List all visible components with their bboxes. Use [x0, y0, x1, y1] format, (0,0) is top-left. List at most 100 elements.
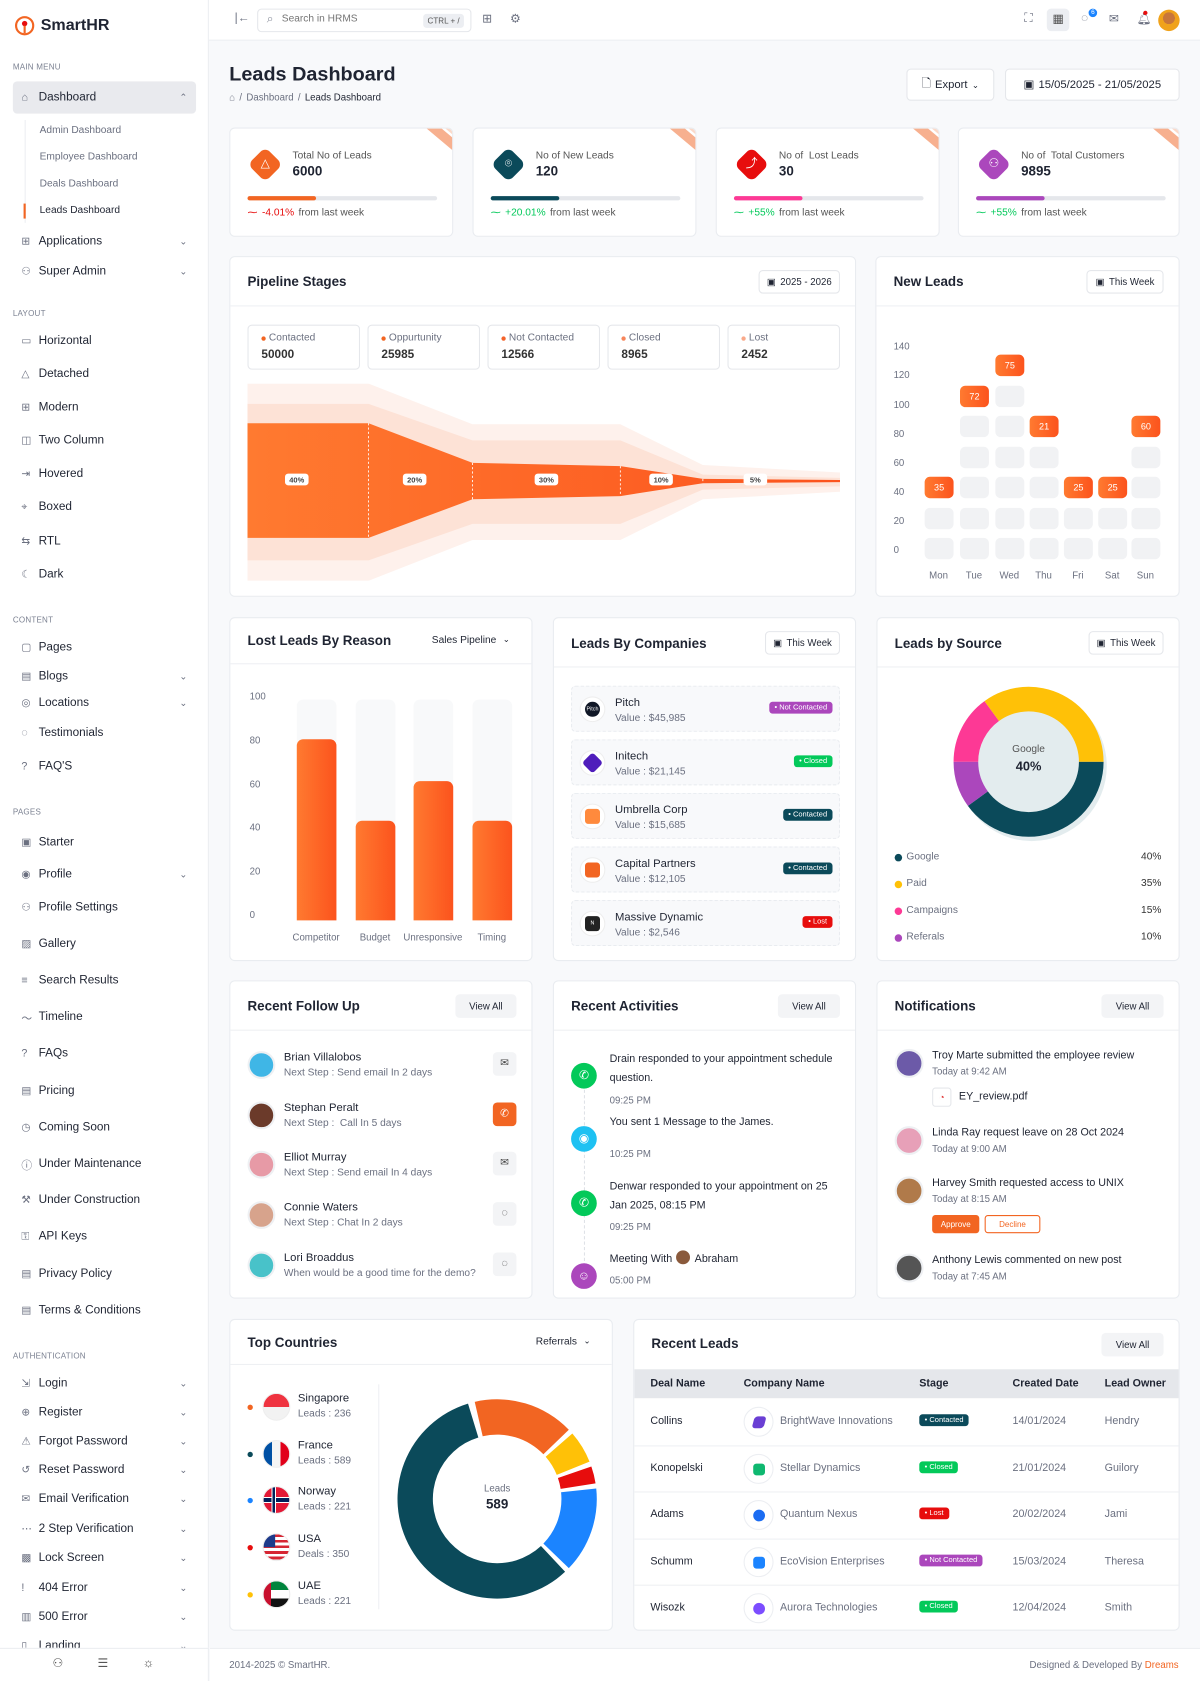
- search-box[interactable]: ⌕ CTRL + /: [257, 8, 472, 33]
- mail-icon[interactable]: ✉: [1108, 12, 1119, 26]
- sidebar-item-search-results[interactable]: ≡ Search Results: [13, 966, 196, 994]
- bell-icon[interactable]: 🔔︎: [1136, 12, 1152, 26]
- company-item[interactable]: Pitch Pitch Value : $45,985 • Not Contacted: [571, 685, 841, 732]
- sidebar-item-dark[interactable]: ☾ Dark: [13, 560, 196, 588]
- attachment-link[interactable]: EY_review.pdf: [958, 1090, 1028, 1103]
- chat-action-button[interactable]: ◌: [492, 1202, 517, 1226]
- chevron-down-icon[interactable]: ⌄: [179, 1523, 188, 1534]
- chevron-down-icon[interactable]: ⌄: [179, 1610, 188, 1622]
- layout-toggle-icon[interactable]: ▦: [1046, 8, 1070, 32]
- sidebar-item-email-verification[interactable]: ✉ Email Verification ⌄: [13, 1485, 196, 1513]
- home-icon[interactable]: ⌂: [229, 92, 236, 103]
- mail-action-button[interactable]: ✉: [492, 1152, 517, 1176]
- sidebar-item-login[interactable]: ⇲ Login ⌄: [13, 1369, 196, 1397]
- chevron-down-icon[interactable]: ⌄: [179, 265, 188, 276]
- sidebar-item-coming-soon[interactable]: ◷ Coming Soon: [13, 1113, 196, 1141]
- chevron-down-icon[interactable]: ⌄: [179, 1551, 188, 1563]
- sidebar-item-privacy-policy[interactable]: ▤ Privacy Policy: [13, 1260, 196, 1288]
- company-item[interactable]: Umbrella Corp Value : $15,685 • Contacted: [571, 792, 841, 839]
- referrals-dropdown[interactable]: Referrals ⌄: [536, 1336, 591, 1348]
- chevron-down-icon[interactable]: ⌄: [179, 1435, 188, 1446]
- report-icon[interactable]: ☰: [97, 1657, 109, 1671]
- view-all-button[interactable]: View All: [1101, 1332, 1164, 1357]
- sidebar-item-blogs[interactable]: ▤ Blogs ⌄: [13, 662, 196, 690]
- deal-name[interactable]: Schumm: [650, 1555, 693, 1567]
- logo[interactable]: SmartHR: [13, 13, 109, 37]
- phone-action-button[interactable]: ✆: [492, 1102, 517, 1126]
- deal-name[interactable]: Konopelski: [650, 1461, 703, 1474]
- sidebar-item-under-construction[interactable]: ⚒ Under Construction: [13, 1186, 196, 1214]
- sidebar-item-reset-password[interactable]: ↺ Reset Password ⌄: [13, 1456, 196, 1484]
- chat-action-button[interactable]: ◌: [492, 1252, 517, 1276]
- view-all-button[interactable]: View All: [1101, 994, 1164, 1018]
- sidebar-item-hovered[interactable]: ⇥ Hovered: [13, 460, 196, 488]
- sun-icon[interactable]: ☼: [142, 1655, 155, 1671]
- chevron-down-icon[interactable]: ⌄: [179, 670, 188, 681]
- decline-button[interactable]: Decline: [984, 1215, 1041, 1234]
- mail-action-button[interactable]: ✉: [492, 1052, 517, 1076]
- sidebar-item-forgot-password[interactable]: ⚠ Forgot Password ⌄: [13, 1427, 196, 1455]
- view-all-button[interactable]: View All: [777, 994, 841, 1018]
- sidebar-item-landing[interactable]: ▯ Landing ⌄: [13, 1632, 196, 1648]
- sidebar-item-horizontal[interactable]: ▭ Horizontal: [13, 327, 196, 355]
- company-item[interactable]: Initech Value : $21,145 • Closed: [571, 739, 841, 786]
- period-button[interactable]: ▣ This Week: [765, 631, 841, 655]
- sidebar-item-500-error[interactable]: ▥ 500 Error ⌄: [13, 1603, 196, 1631]
- chevron-down-icon[interactable]: ⌄: [179, 1581, 188, 1593]
- sidebar-item-starter[interactable]: ▣ Starter: [13, 828, 196, 856]
- export-button[interactable]: 🗋︎ Export ⌄: [906, 68, 995, 101]
- chevron-down-icon[interactable]: ⌄: [179, 1639, 188, 1648]
- sidebar-item-locations[interactable]: ◎ Locations ⌄: [13, 689, 196, 717]
- sidebar-item-modern[interactable]: ⊞ Modern: [13, 393, 196, 421]
- deal-name[interactable]: Adams: [650, 1508, 684, 1521]
- sidebar-item-faq-s[interactable]: ? FAQ'S: [13, 752, 196, 780]
- sidebar-subitem-admin-dashboard[interactable]: Admin Dashboard: [39, 124, 122, 137]
- company-item[interactable]: Capital Partners Value : $12,105 • Contact…: [571, 846, 841, 893]
- sidebar-item-boxed[interactable]: ⌖ Boxed: [13, 493, 196, 521]
- sidebar-item-profile[interactable]: ◉ Profile ⌄: [13, 860, 196, 888]
- chevron-down-icon[interactable]: ⌄: [179, 1464, 188, 1475]
- sidebar-item-under-maintenance[interactable]: ⓘ Under Maintenance: [13, 1150, 196, 1178]
- sidebar-item-register[interactable]: ⊕ Register ⌄: [13, 1398, 196, 1426]
- deal-name[interactable]: Collins: [650, 1415, 683, 1428]
- sidebar-item-terms-conditions[interactable]: ▤ Terms & Conditions: [13, 1296, 196, 1324]
- sidebar-item-faqs[interactable]: ? FAQs: [13, 1039, 196, 1067]
- sidebar-item-super-admin[interactable]: ⚇ Super Admin ⌄: [13, 257, 196, 285]
- sales-pipeline-dropdown[interactable]: Sales Pipeline ⌄: [432, 634, 510, 646]
- view-all-button[interactable]: View All: [455, 994, 517, 1018]
- sidebar-item-lock-screen[interactable]: ▩ Lock Screen ⌄: [13, 1544, 196, 1572]
- chevron-down-icon[interactable]: ⌄: [179, 1406, 188, 1417]
- apps-grid-icon[interactable]: ⊞: [482, 12, 493, 26]
- chevron-down-icon[interactable]: ⌄: [179, 696, 188, 708]
- collapse-sidebar-icon[interactable]: |←: [234, 11, 250, 25]
- sidebar-item-2-step-verification[interactable]: ⋯ 2 Step Verification ⌄: [13, 1515, 196, 1543]
- period-button[interactable]: ▣ This Week: [1088, 631, 1164, 655]
- sidebar-item-gallery[interactable]: ▨ Gallery: [13, 930, 196, 958]
- sidebar-item-api-keys[interactable]: ⚿ API Keys: [13, 1223, 196, 1251]
- sidebar-item-detached[interactable]: △ Detached: [13, 360, 196, 388]
- settings-icon[interactable]: ⚙: [510, 12, 521, 26]
- column-header[interactable]: Created Date: [1012, 1377, 1079, 1390]
- users-icon[interactable]: ⚇: [52, 1657, 64, 1671]
- chat-icon[interactable]: ◌: [1081, 11, 1089, 25]
- credit-link[interactable]: Dreams: [1144, 1659, 1179, 1671]
- sidebar-item-timeline[interactable]: 〜 Timeline: [13, 1003, 196, 1031]
- sidebar-item-applications[interactable]: ⊞ Applications ⌄: [13, 227, 196, 255]
- sidebar-item-profile-settings[interactable]: ⚇ Profile Settings: [13, 894, 196, 922]
- sidebar-item-rtl[interactable]: ⇆ RTL: [13, 527, 196, 555]
- sidebar-subitem-leads-dashboard[interactable]: Leads Dashboard: [39, 204, 121, 217]
- chevron-down-icon[interactable]: ⌄: [179, 1493, 188, 1504]
- search-input[interactable]: [281, 12, 411, 25]
- deal-name[interactable]: Wisozk: [650, 1601, 685, 1614]
- sidebar-item-testimonials[interactable]: ◌ Testimonials: [13, 719, 196, 747]
- sidebar-item-two-column[interactable]: ◫ Two Column: [13, 426, 196, 454]
- chevron-down-icon[interactable]: ⌄: [179, 868, 188, 880]
- period-button[interactable]: ▣ This Week: [1086, 270, 1164, 294]
- sidebar-item-dashboard[interactable]: ⌂ Dashboard ⌃: [12, 81, 197, 114]
- chevron-down-icon[interactable]: ⌄: [179, 1377, 188, 1389]
- approve-button[interactable]: Approve: [932, 1215, 980, 1234]
- fullscreen-icon[interactable]: ⛶: [1024, 11, 1033, 25]
- sidebar-subitem-deals-dashboard[interactable]: Deals Dashboard: [39, 177, 119, 190]
- company-item[interactable]: N Massive Dynamic Value : $2,546 • Lost: [571, 900, 841, 947]
- sidebar-subitem-employee-dashboard[interactable]: Employee Dashboard: [39, 151, 138, 163]
